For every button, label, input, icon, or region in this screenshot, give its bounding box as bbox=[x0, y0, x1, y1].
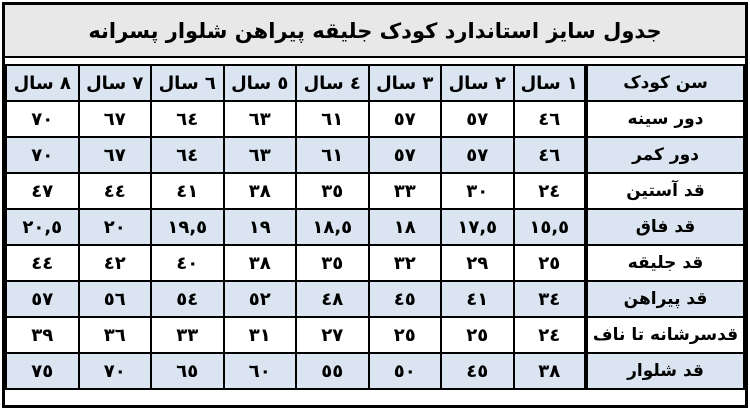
header-age-6-years: ٦ سال bbox=[150, 64, 225, 102]
cell: ٥٠ bbox=[367, 352, 442, 390]
cell: ٤٤ bbox=[5, 244, 80, 282]
cell: ١٩ bbox=[222, 208, 297, 246]
cell: ٥٧ bbox=[367, 100, 442, 138]
cell: ٥٦ bbox=[77, 280, 152, 318]
header-age-8-years: ٨ سال bbox=[5, 64, 80, 102]
cell: ٣٨ bbox=[222, 244, 297, 282]
cell: ٦١ bbox=[295, 136, 370, 174]
cell: ١٨ bbox=[367, 208, 442, 246]
cell: ٣٢ bbox=[367, 244, 442, 282]
cell: ٧٠ bbox=[5, 136, 80, 174]
cell: ٣٥ bbox=[295, 244, 370, 282]
row-waist-circumference: دور کمر ٤٦ ٥٧ ٥٧ ٦١ ٦٣ ٦٤ ٦٧ ٧٠ bbox=[5, 136, 745, 174]
row-sleeve-length: قد آستین ٢٤ ٣٠ ٣٣ ٣٥ ٣٨ ٤١ ٤٤ ٤٧ bbox=[5, 172, 745, 210]
header-age-4-years: ٤ سال bbox=[295, 64, 370, 102]
row-shoulder-to-navel-length: قدسرشانه تا ناف ٢٤ ٢٥ ٢٥ ٢٧ ٣١ ٣٣ ٣٦ ٣٩ bbox=[5, 316, 745, 354]
cell: ٦٧ bbox=[77, 100, 152, 138]
header-age-7-years: ٧ سال bbox=[77, 64, 152, 102]
cell: ٢٤ bbox=[512, 316, 587, 354]
cell: ٤٨ bbox=[295, 280, 370, 318]
row-label: قد فاق bbox=[584, 208, 745, 246]
cell: ٣٦ bbox=[77, 316, 152, 354]
row-label: دور کمر bbox=[584, 136, 745, 174]
cell: ٤٧ bbox=[5, 172, 80, 210]
header-age-1-year: ١ سال bbox=[512, 64, 587, 102]
cell: ١٨,٥ bbox=[295, 208, 370, 246]
cell: ٤٥ bbox=[367, 280, 442, 318]
cell: ١٥,٥ bbox=[512, 208, 587, 246]
cell: ٢٥ bbox=[440, 316, 515, 354]
cell: ٧٠ bbox=[5, 100, 80, 138]
cell: ١٧,٥ bbox=[440, 208, 515, 246]
cell: ٢٧ bbox=[295, 316, 370, 354]
cell: ٤٤ bbox=[77, 172, 152, 210]
cell: ٤٥ bbox=[440, 352, 515, 390]
row-chest-circumference: دور سینه ٤٦ ٥٧ ٥٧ ٦١ ٦٣ ٦٤ ٦٧ ٧٠ bbox=[5, 100, 745, 138]
cell: ٣١ bbox=[222, 316, 297, 354]
row-crotch-length: قد فاق ١٥,٥ ١٧,٥ ١٨ ١٨,٥ ١٩ ١٩,٥ ٢٠ ٢٠,٥ bbox=[5, 208, 745, 246]
cell: ٤١ bbox=[440, 280, 515, 318]
cell: ٣٨ bbox=[222, 172, 297, 210]
cell: ٦٣ bbox=[222, 136, 297, 174]
cell: ٥٧ bbox=[440, 100, 515, 138]
header-age-3-years: ٣ سال bbox=[367, 64, 442, 102]
row-pants-length: قد شلوار ٣٨ ٤٥ ٥٠ ٥٥ ٦٠ ٦٥ ٧٠ ٧٥ bbox=[5, 352, 745, 390]
cell: ٣٥ bbox=[295, 172, 370, 210]
cell: ٦٤ bbox=[150, 100, 225, 138]
cell: ٥٧ bbox=[5, 280, 80, 318]
row-vest-length: قد جلیقه ٢٥ ٢٩ ٣٢ ٣٥ ٣٨ ٤٠ ٤٢ ٤٤ bbox=[5, 244, 745, 282]
header-row: سن کودک ١ سال ٢ سال ٣ سال ٤ سال ٥ سال ٦ … bbox=[5, 64, 745, 102]
cell: ٥٧ bbox=[440, 136, 515, 174]
cell: ٦١ bbox=[295, 100, 370, 138]
cell: ٤١ bbox=[150, 172, 225, 210]
cell: ٣٣ bbox=[150, 316, 225, 354]
cell: ٢٥ bbox=[512, 244, 587, 282]
cell: ٢٩ bbox=[440, 244, 515, 282]
header-age-5-years: ٥ سال bbox=[222, 64, 297, 102]
cell: ٧٥ bbox=[5, 352, 80, 390]
cell: ٣٩ bbox=[5, 316, 80, 354]
row-label: قد پیراهن bbox=[584, 280, 745, 318]
cell: ٣٨ bbox=[512, 352, 587, 390]
cell: ٥٤ bbox=[150, 280, 225, 318]
cell: ٥٥ bbox=[295, 352, 370, 390]
cell: ٤٦ bbox=[512, 100, 587, 138]
cell: ٤٢ bbox=[77, 244, 152, 282]
cell: ٥٧ bbox=[367, 136, 442, 174]
cell: ٣٤ bbox=[512, 280, 587, 318]
cell: ٧٠ bbox=[77, 352, 152, 390]
cell: ٢٤ bbox=[512, 172, 587, 210]
cell: ٣٣ bbox=[367, 172, 442, 210]
cell: ٦٧ bbox=[77, 136, 152, 174]
header-child-age: سن کودک bbox=[584, 64, 745, 102]
row-label: قد شلوار bbox=[584, 352, 745, 390]
cell: ٦٠ bbox=[222, 352, 297, 390]
row-label: قد آستین bbox=[584, 172, 745, 210]
page-title: جدول سایز استاندارد کودک جلیقه پیراهن شل… bbox=[5, 5, 745, 58]
cell: ١٩,٥ bbox=[150, 208, 225, 246]
cell: ٢٥ bbox=[367, 316, 442, 354]
cell: ٢٠,٥ bbox=[5, 208, 80, 246]
cell: ٢٠ bbox=[77, 208, 152, 246]
cell: ٦٤ bbox=[150, 136, 225, 174]
row-shirt-length: قد پیراهن ٣٤ ٤١ ٤٥ ٤٨ ٥٢ ٥٤ ٥٦ ٥٧ bbox=[5, 280, 745, 318]
row-label: قدسرشانه تا ناف bbox=[584, 316, 745, 354]
cell: ٤٠ bbox=[150, 244, 225, 282]
size-table: سن کودک ١ سال ٢ سال ٣ سال ٤ سال ٥ سال ٦ … bbox=[5, 64, 745, 390]
row-label: قد جلیقه bbox=[584, 244, 745, 282]
cell: ٦٣ bbox=[222, 100, 297, 138]
cell: ٥٢ bbox=[222, 280, 297, 318]
cell: ٤٦ bbox=[512, 136, 587, 174]
header-age-2-years: ٢ سال bbox=[440, 64, 515, 102]
cell: ٦٥ bbox=[150, 352, 225, 390]
cell: ٣٠ bbox=[440, 172, 515, 210]
row-label: دور سینه bbox=[584, 100, 745, 138]
